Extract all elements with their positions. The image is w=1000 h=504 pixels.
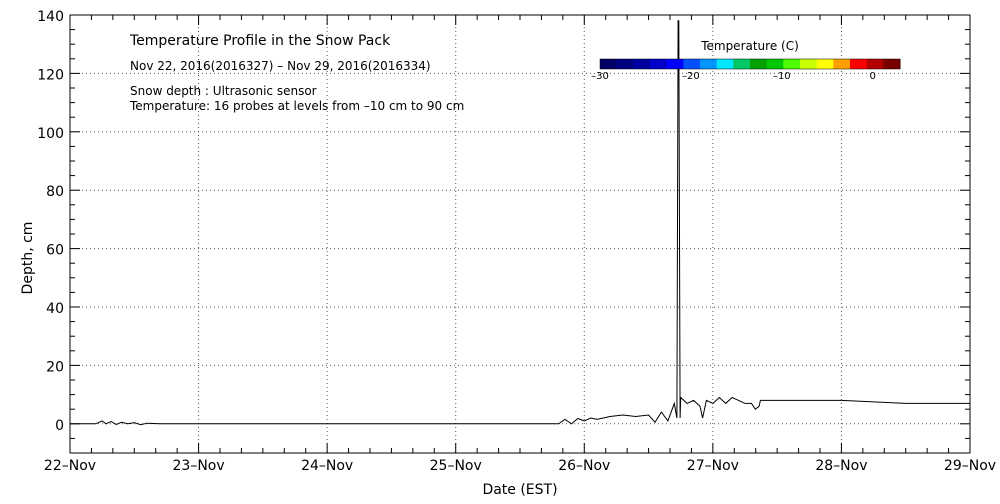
x-tick-label: 28–Nov: [815, 458, 867, 474]
colorbar-swatch: [816, 59, 834, 69]
colorbar-tick-label: –30: [591, 71, 609, 82]
chart-title: Temperature Profile in the Snow Pack: [129, 33, 391, 49]
y-tick-label: 120: [37, 67, 64, 83]
colorbar-ticks: –30 –20 –10 0: [591, 71, 876, 82]
y-tick-label: 60: [46, 243, 64, 259]
y-tick-label: 40: [46, 301, 64, 317]
colorbar-tick-label: –20: [682, 71, 700, 82]
colorbar-swatch: [600, 59, 618, 69]
x-tick-label: 24–Nov: [301, 458, 353, 474]
colorbar-swatch: [850, 59, 868, 69]
colorbar-swatch: [683, 59, 701, 69]
colorbar-swatch: [750, 59, 768, 69]
x-tick-label: 27–Nov: [687, 458, 739, 474]
colorbar-swatch: [883, 59, 901, 69]
colorbar-swatch: [700, 59, 718, 69]
y-tick-label: 20: [46, 359, 64, 375]
colorbar-swatch: [783, 59, 801, 69]
y-tick-label: 140: [37, 9, 64, 25]
y-axis-ticks: 0 20 40 60 80 100 120 140: [37, 9, 970, 454]
colorbar-frame: [599, 58, 901, 70]
y-axis-label: Depth, cm: [20, 222, 36, 295]
colorbar-swatch: [633, 59, 651, 69]
x-tick-label: 23–Nov: [173, 458, 225, 474]
colorbar-swatch: [866, 59, 884, 69]
y-tick-label: 0: [55, 418, 64, 434]
colorbar-swatch: [716, 59, 734, 69]
x-axis-ticks: 22–Nov 23–Nov 24–Nov 25–Nov 26–Nov 27–Nov 28–N…: [44, 15, 996, 474]
chart-subtitle: Nov 22, 2016(2016327) – Nov 29, 2016(201…: [130, 59, 431, 73]
x-tick-label: 29–Nov: [944, 458, 996, 474]
colorbar-swatch: [666, 59, 684, 69]
note-snow-depth: Snow depth : Ultrasonic sensor: [130, 84, 317, 98]
colorbar-swatch: [766, 59, 784, 69]
y-tick-label: 80: [46, 184, 64, 200]
colorbar-label: Temperature (C): [700, 39, 799, 53]
colorbar-swatch: [800, 59, 818, 69]
x-tick-label: 22–Nov: [44, 458, 96, 474]
grid-lines: [70, 15, 970, 453]
note-temperature: Temperature: 16 probes at levels from –1…: [129, 99, 464, 113]
colorbar-tick-label: 0: [870, 71, 876, 82]
plot-frame: [69, 14, 971, 454]
x-tick-label: 25–Nov: [430, 458, 482, 474]
colorbar-swatch: [733, 59, 751, 69]
x-axis-label: Date (EST): [482, 482, 557, 498]
x-tick-label: 26–Nov: [558, 458, 610, 474]
colorbar-swatch: [650, 59, 668, 69]
colorbar-swatch: [616, 59, 634, 69]
y-tick-label: 100: [37, 126, 64, 142]
colorbar-swatch: [833, 59, 851, 69]
temperature-colorbar: [599, 58, 901, 70]
snow-depth-series-line: [70, 20, 970, 426]
colorbar-tick-label: –10: [773, 71, 791, 82]
